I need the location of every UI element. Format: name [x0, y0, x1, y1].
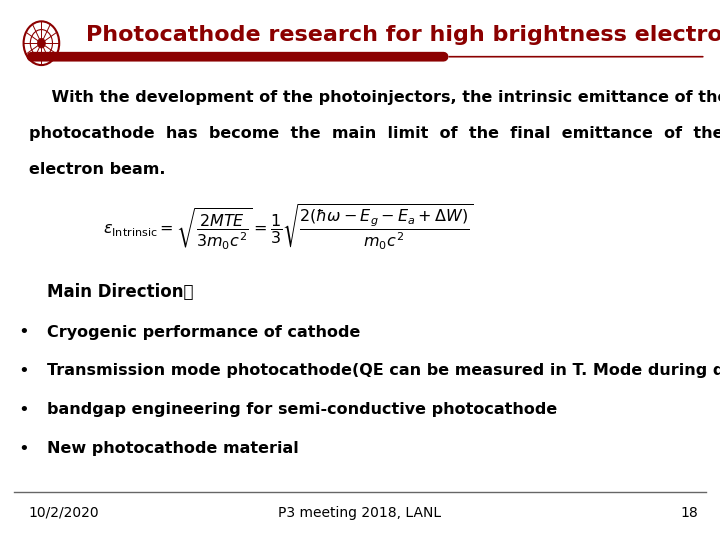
Text: P3 meeting 2018, LANL: P3 meeting 2018, LANL	[279, 506, 441, 520]
Text: New photocathode material: New photocathode material	[47, 441, 299, 456]
Text: Main Direction：: Main Direction：	[47, 282, 193, 301]
Text: •: •	[18, 323, 29, 341]
Text: With the development of the photoinjectors, the intrinsic emittance of the: With the development of the photoinjecto…	[29, 90, 720, 105]
Text: Transmission mode photocathode(QE can be measured in T. Mode during deposition): Transmission mode photocathode(QE can be…	[47, 363, 720, 379]
Text: •: •	[18, 440, 29, 458]
Text: electron beam.: electron beam.	[29, 162, 166, 177]
Text: photocathode  has  become  the  main  limit  of  the  final  emittance  of  the: photocathode has become the main limit o…	[29, 126, 720, 141]
Text: 18: 18	[680, 506, 698, 520]
Text: bandgap engineering for semi-conductive photocathode: bandgap engineering for semi-conductive …	[47, 402, 557, 417]
Text: •: •	[18, 401, 29, 419]
Circle shape	[37, 38, 45, 48]
Text: $\varepsilon_{\mathrm{Intrinsic}} = \sqrt{\dfrac{2MTE}{3m_0c^2}} = \dfrac{1}{3}\: $\varepsilon_{\mathrm{Intrinsic}} = \sqr…	[103, 202, 473, 252]
Text: Photocathode research for high brightness electron source: Photocathode research for high brightnes…	[86, 25, 720, 45]
Text: Cryogenic performance of cathode: Cryogenic performance of cathode	[47, 325, 360, 340]
Text: •: •	[18, 362, 29, 380]
Text: 10/2/2020: 10/2/2020	[29, 506, 99, 520]
